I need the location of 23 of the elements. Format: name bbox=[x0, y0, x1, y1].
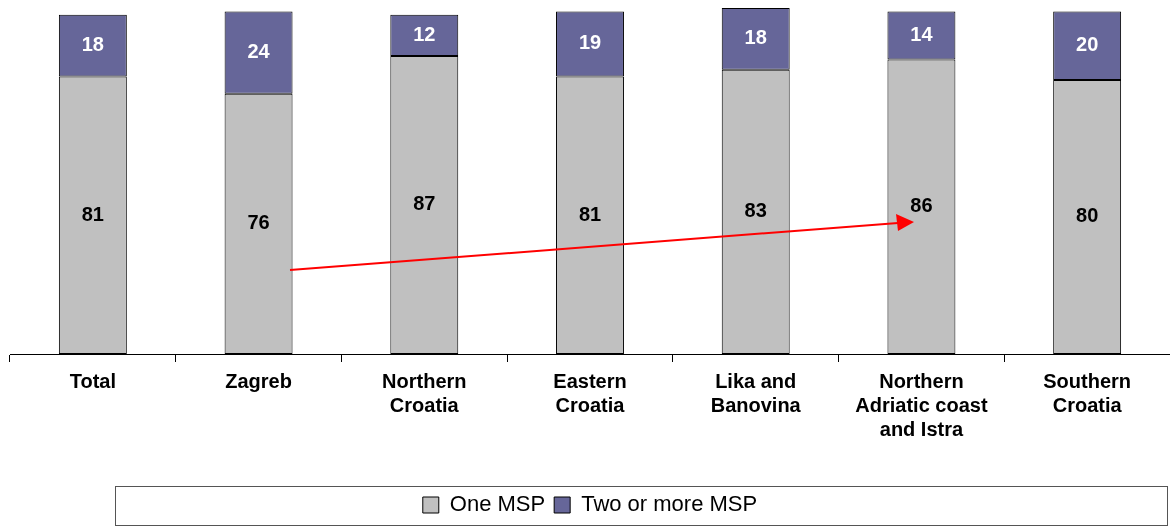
x-tick-label: Lika and Banovina bbox=[710, 369, 802, 416]
x-tick-label: Northern Croatia bbox=[382, 369, 467, 416]
data-label: 24 bbox=[247, 40, 271, 63]
data-label: 83 bbox=[744, 199, 767, 222]
x-tick-label: Zagreb bbox=[225, 369, 292, 392]
x-tick-label: Southern Croatia bbox=[1043, 369, 1132, 416]
data-label: 14 bbox=[910, 22, 934, 45]
x-tick-label: Eastern Croatia bbox=[553, 369, 627, 416]
data-label: 81 bbox=[578, 202, 602, 225]
data-label: 20 bbox=[1076, 33, 1099, 56]
data-label: 81 bbox=[81, 202, 104, 225]
x-tick-label: Total bbox=[69, 369, 117, 392]
data-label: 76 bbox=[247, 211, 270, 234]
data-label: 18 bbox=[81, 33, 104, 56]
data-label: 19 bbox=[578, 31, 602, 54]
legend-label: Two or more MSP bbox=[581, 491, 758, 517]
data-label: 87 bbox=[413, 192, 436, 215]
x-tick-label: Northern Adriatic coast and Istra bbox=[855, 369, 988, 440]
data-label: 18 bbox=[744, 26, 767, 49]
data-label: 80 bbox=[1076, 204, 1099, 227]
data-label: 12 bbox=[413, 22, 436, 45]
legend-label: One MSP bbox=[449, 491, 546, 517]
data-label: 86 bbox=[910, 194, 933, 217]
